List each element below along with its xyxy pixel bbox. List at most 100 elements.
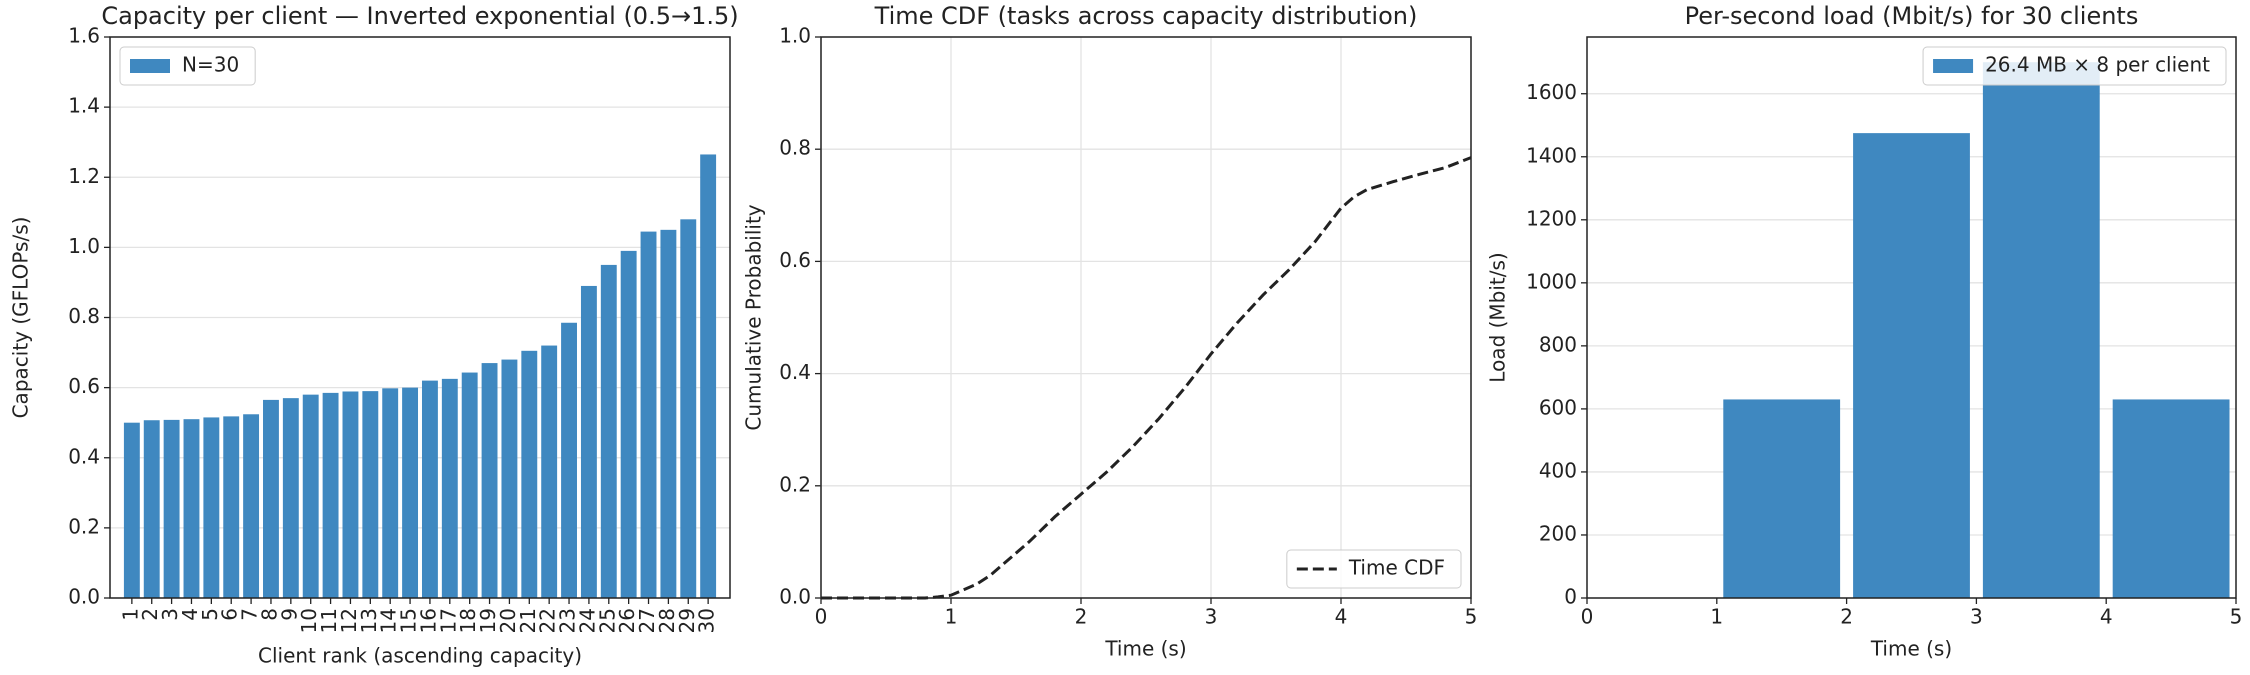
y-tick-label: 600	[1539, 395, 1577, 419]
x-tick-label: 4	[1335, 605, 1348, 629]
legend	[1286, 549, 1462, 589]
y-tick-label: 1400	[1526, 143, 1577, 167]
x-tick-label: 30	[695, 608, 719, 633]
x-tick-label: 29	[675, 608, 699, 633]
axes-frame	[820, 36, 1472, 599]
x-tick-label: 2	[138, 608, 162, 621]
x-tick-label: 26	[615, 608, 639, 633]
bar	[263, 399, 279, 598]
x-tick-label: 10	[297, 608, 321, 633]
x-tick-label: 19	[476, 608, 500, 633]
x-tick-label: 18	[456, 608, 480, 633]
bar	[421, 380, 438, 598]
bar	[1853, 133, 1970, 598]
x-tick-label: 5	[198, 608, 222, 621]
x-tick-label: 22	[536, 608, 560, 633]
chart-title: Capacity per client — Inverted exponenti…	[101, 2, 738, 30]
chart-title: Per-second load (Mbit/s) for 30 clients	[1685, 2, 2139, 30]
x-tick-label: 3	[1970, 605, 1983, 629]
y-axis-label: Load (Mbit/s)	[1486, 252, 1510, 382]
bar	[203, 417, 220, 598]
bar	[600, 264, 617, 598]
bar	[1982, 62, 2100, 598]
x-tick-label: 4	[2100, 605, 2113, 629]
y-tick-label: 1.0	[68, 234, 100, 258]
bar	[183, 419, 200, 598]
x-tick-label: 25	[595, 608, 619, 633]
y-tick-label: 800	[1539, 332, 1577, 356]
x-tick-label: 15	[397, 608, 421, 633]
y-tick-label: 0.6	[68, 374, 100, 398]
y-tick-label: 0	[1564, 585, 1577, 609]
bar	[382, 388, 399, 598]
line	[821, 156, 1472, 600]
x-tick-label: 11	[317, 608, 341, 633]
bar	[243, 414, 260, 598]
legend	[119, 46, 256, 86]
y-tick-label: 400	[1539, 458, 1577, 482]
y-tick-label: 0.8	[779, 136, 811, 160]
x-tick-label: 9	[277, 608, 301, 621]
x-tick-label: 27	[635, 608, 659, 633]
x-tick-label: 7	[238, 608, 262, 621]
y-tick-label: 1.4	[68, 94, 100, 118]
x-tick-label: 3	[158, 608, 182, 621]
y-tick-label: 1600	[1526, 80, 1577, 104]
y-tick-label: 200	[1539, 521, 1577, 545]
legend-label: 26.4 MB × 8 per client	[1985, 53, 2210, 77]
x-tick-label: 8	[257, 608, 281, 621]
chart-title: Time CDF (tasks across capacity distribu…	[874, 2, 1418, 30]
bar	[322, 392, 339, 598]
x-tick-label: 14	[377, 608, 401, 633]
x-tick-label: 1	[118, 608, 142, 621]
y-tick-label: 0.0	[779, 585, 811, 609]
y-tick-label: 0.4	[68, 444, 100, 468]
legend-label: N=30	[182, 53, 239, 77]
legend-label: Time CDF	[1348, 556, 1445, 580]
bar	[660, 229, 677, 598]
bar	[302, 394, 319, 598]
legend-swatch	[1933, 59, 1974, 73]
x-axis-label: Client rank (ascending capacity)	[258, 644, 582, 668]
bar	[441, 378, 458, 598]
y-axis-label: Cumulative Probability	[742, 204, 766, 430]
y-tick-label: 0.2	[68, 514, 100, 538]
bar	[223, 416, 240, 598]
bar	[461, 372, 478, 598]
x-tick-label: 6	[218, 608, 242, 621]
bar	[541, 345, 558, 598]
x-tick-label: 0	[815, 605, 828, 629]
bar	[163, 419, 180, 598]
x-tick-label: 17	[436, 608, 460, 633]
x-tick-label: 20	[496, 608, 520, 633]
axes-frame	[109, 36, 731, 599]
y-tick-label: 0.6	[779, 248, 811, 272]
x-tick-label: 1	[945, 605, 958, 629]
bar	[2112, 399, 2230, 598]
y-tick-label: 0.0	[68, 585, 100, 609]
x-tick-label: 2	[1840, 605, 1853, 629]
legend	[1922, 46, 2227, 86]
x-axis-label: Time (s)	[1870, 637, 1952, 661]
legend-swatch	[130, 59, 170, 73]
x-tick-label: 3	[1205, 605, 1218, 629]
bar	[143, 420, 160, 598]
bar	[282, 398, 299, 598]
y-tick-label: 1.6	[68, 24, 100, 48]
x-tick-label: 12	[337, 608, 361, 633]
x-tick-label: 4	[178, 608, 202, 621]
x-tick-label: 0	[1581, 605, 1594, 629]
bar	[501, 359, 518, 598]
y-tick-label: 1000	[1526, 269, 1577, 293]
bar	[700, 154, 717, 598]
bar	[580, 285, 597, 598]
bar	[640, 231, 657, 599]
x-tick-label: 24	[575, 608, 599, 633]
bar	[481, 363, 498, 598]
y-tick-label: 1.2	[68, 164, 100, 188]
bar	[620, 250, 637, 598]
x-tick-label: 1	[1710, 605, 1723, 629]
x-tick-label: 28	[655, 608, 679, 633]
x-tick-label: 5	[2230, 605, 2243, 629]
bar	[1723, 399, 1841, 598]
